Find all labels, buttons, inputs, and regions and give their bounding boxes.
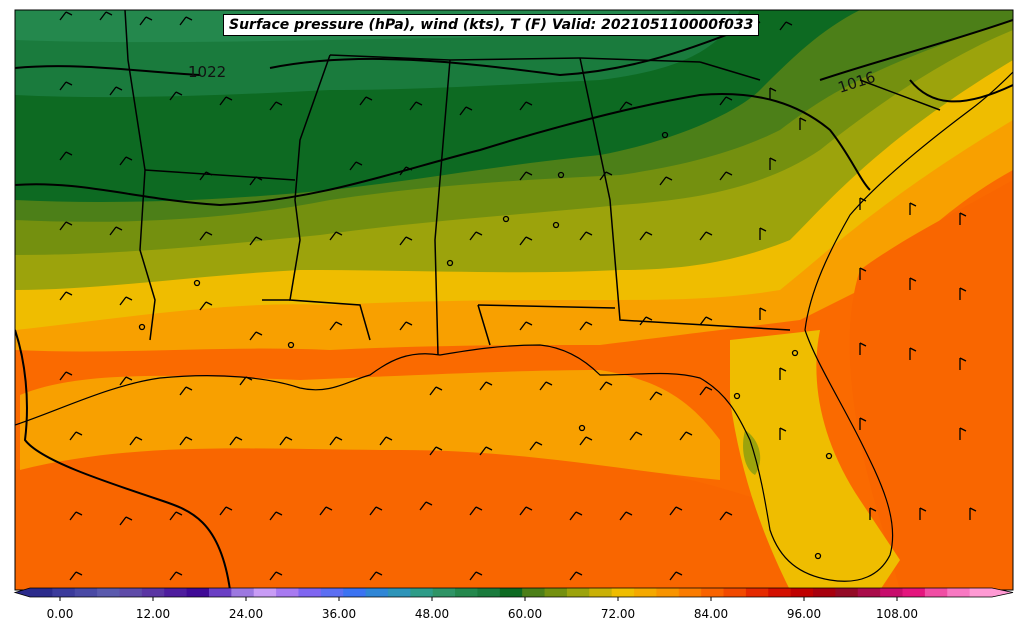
colorbar-swatch (745, 588, 769, 597)
colorbar-swatch (343, 588, 367, 597)
colorbar-swatch (141, 588, 165, 597)
colorbar-swatch (522, 588, 546, 597)
map-title: Surface pressure (hPa), wind (kts), T (F… (223, 14, 760, 36)
colorbar-swatch (678, 588, 702, 597)
colorbar-tick-label: 72.00 (600, 607, 636, 621)
state-borders (124, 10, 941, 356)
colorbar-swatch (902, 588, 926, 597)
colorbar-tick-label: 48.00 (414, 607, 450, 621)
colorbar-swatch (768, 588, 792, 597)
colorbar-swatch (30, 588, 53, 597)
colorbar-swatch (208, 588, 232, 597)
colorbar-swatch (924, 588, 948, 597)
colorbar-tick-label: 0.00 (46, 607, 74, 621)
colorbar-tick-label: 24.00 (228, 607, 264, 621)
colorbar (13, 587, 1014, 601)
colorbar-swatch (365, 588, 389, 597)
colorbar-swatch (499, 588, 523, 597)
colorbar-swatch (723, 588, 747, 597)
colorbar-outline (13, 587, 1014, 598)
colorbar-tick-label: 96.00 (786, 607, 822, 621)
colorbar-swatch (947, 588, 971, 597)
colorbar-swatch (477, 588, 501, 597)
colorbar-swatch (298, 588, 322, 597)
colorbar-swatch (410, 588, 434, 597)
colorbar-swatch (253, 588, 277, 597)
colorbar-swatch (611, 588, 635, 597)
colorbar-tick-label: 108.00 (876, 607, 918, 621)
colorbar-extend-high (992, 588, 1013, 597)
colorbar-swatch (634, 588, 657, 597)
colorbar-swatch (52, 588, 76, 597)
colorbar-tick-label: 84.00 (693, 607, 729, 621)
colorbar-tick-label: 60.00 (507, 607, 543, 621)
calm-markers (138, 131, 833, 560)
colorbar-swatch (790, 588, 814, 597)
colorbar-swatch (186, 588, 210, 597)
colorbar-extend-low (15, 588, 30, 597)
isobar-label-1022: 1022 (188, 63, 226, 81)
colorbar-swatch (880, 588, 904, 597)
colorbar-swatch (432, 588, 456, 597)
wind-barbs (59, 11, 977, 581)
colorbar-swatch (164, 588, 188, 597)
colorbar-swatch (276, 588, 299, 597)
colorbar-swatch (566, 588, 590, 597)
colorbar-tick-label: 36.00 (321, 607, 357, 621)
colorbar-swatch (969, 588, 993, 597)
colorbar-swatch (589, 588, 613, 597)
colorbar-tick-label: 12.00 (135, 607, 171, 621)
colorbar-swatch (97, 588, 120, 597)
colorbar-swatch (455, 588, 478, 597)
colorbar-swatch (813, 588, 836, 597)
colorbar-swatch (74, 588, 98, 597)
colorbar-swatch (231, 588, 255, 597)
colorbar-swatch (701, 588, 725, 597)
colorbar-swatch (320, 588, 344, 597)
colorbar-swatch (119, 588, 143, 597)
coastline (15, 71, 1013, 582)
colorbar-swatch (656, 588, 680, 597)
colorbar-swatch (857, 588, 881, 597)
colorbar-swatch (835, 588, 859, 597)
temperature-field (15, 10, 1013, 590)
colorbar-swatch (387, 588, 411, 597)
colorbar-swatch (544, 588, 568, 597)
isobars (15, 19, 1013, 590)
